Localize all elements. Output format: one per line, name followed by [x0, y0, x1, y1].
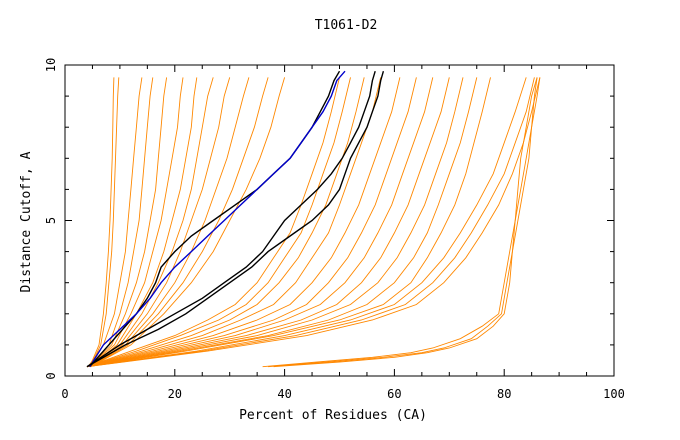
x-tick-label-40: 40 — [277, 387, 291, 401]
series-line-bundle-right-23 — [86, 77, 527, 368]
x-tick-label-0: 0 — [61, 387, 68, 401]
series-line-bundle-mid-19 — [86, 77, 450, 368]
series-line-bundle-bottom-28 — [273, 77, 538, 368]
series-line-bundle-top-left-7 — [89, 77, 214, 368]
y-axis-label: Distance Cutoff, A — [19, 151, 34, 292]
series-line-bundle-mid-16 — [86, 77, 401, 368]
series-line-bundle-mid-12 — [86, 77, 340, 368]
series-line-bundle-top-left-9 — [90, 77, 250, 368]
x-axis-label: Percent of Residues (CA) — [239, 408, 427, 423]
series-line-bundle-top-left-3 — [88, 77, 154, 368]
x-tick-label-20: 20 — [168, 387, 182, 401]
series-line-bundle-top-left-4 — [88, 77, 168, 368]
series-line-bundle-mid-17 — [86, 77, 417, 368]
series-line-bundle-top-left-1 — [89, 77, 115, 367]
x-tick-label-100: 100 — [603, 387, 625, 401]
series-line-bundle-top-left-6 — [89, 77, 198, 368]
series-line-highlight-blue-30 — [89, 70, 346, 368]
series-line-bundle-top-left-10 — [90, 77, 269, 368]
series-line-bundle-bottom-26 — [262, 77, 541, 368]
series-layer — [86, 70, 541, 368]
series-line-bundle-right-22 — [86, 77, 491, 368]
series-line-bundle-top-left-2 — [87, 77, 143, 367]
x-tick-label-60: 60 — [387, 387, 401, 401]
y-tick-label-10: 10 — [44, 58, 58, 72]
x-tick-label-80: 80 — [497, 387, 511, 401]
series-line-bundle-right-25 — [86, 77, 541, 368]
series-line-bundle-mid-15 — [86, 77, 382, 368]
series-line-bundle-mid-21 — [86, 77, 478, 368]
series-line-bundle-mid-13 — [86, 77, 351, 368]
series-line-bundle-top-left-11 — [90, 77, 286, 368]
tick-layer: 0 20 40 60 80 100 0 5 10 — [44, 58, 625, 401]
series-line-bundle-top-left-8 — [90, 77, 231, 368]
series-line-bundle-mid-14 — [86, 77, 365, 368]
series-line-bundle-top-left-0 — [89, 77, 120, 367]
y-tick-label-0: 0 — [44, 372, 58, 379]
series-line-bundle-mid-18 — [86, 77, 434, 368]
series-line-highlight-black-32 — [86, 71, 385, 368]
series-line-highlight-black-31 — [86, 71, 376, 368]
y-tick-label-5: 5 — [44, 217, 58, 224]
series-line-bundle-bottom-27 — [268, 77, 538, 368]
chart-title: T1061-D2 — [315, 18, 378, 33]
series-line-bundle-mid-20 — [86, 77, 464, 368]
series-line-bundle-right-24 — [86, 77, 535, 368]
